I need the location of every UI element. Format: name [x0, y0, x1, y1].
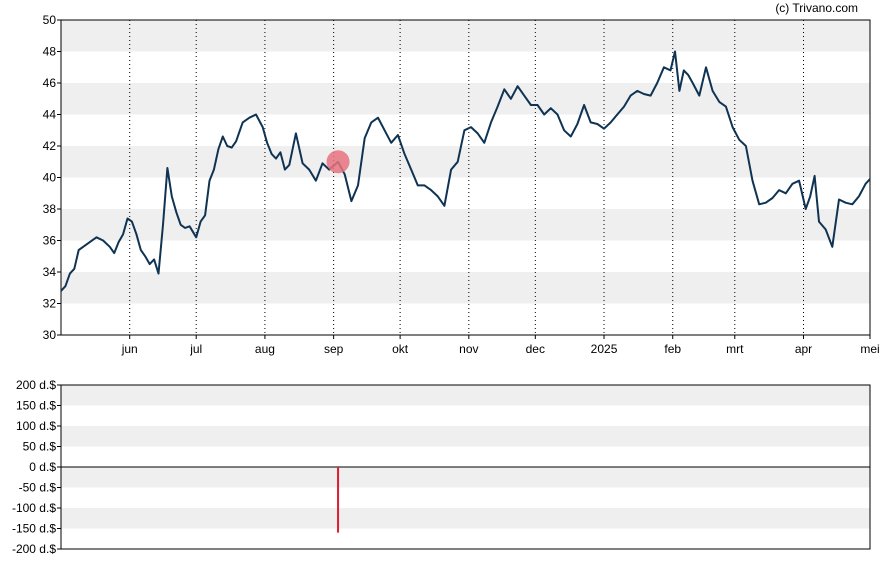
volume-y-tick-label: -200 d.$ — [12, 542, 56, 556]
price-y-tick-label: 42 — [43, 139, 57, 153]
price-x-tick-label: mei — [860, 342, 879, 356]
volume-band — [61, 528, 870, 549]
price-panel-month-gridlines — [129, 20, 805, 335]
price-panel-bands — [61, 20, 870, 335]
price-band — [61, 272, 870, 304]
price-x-tick-label: okt — [392, 342, 409, 356]
volume-panel-y-axis: -200 d.$ -150 d.$ -100 d.$ -50 d.$ 0 d.$ 50 d… — [12, 378, 61, 556]
volume-y-tick-label: -50 d.$ — [19, 481, 57, 495]
price-x-tick-label: dec — [526, 342, 545, 356]
price-y-tick-label: 50 — [43, 13, 57, 27]
price-x-tick-label: apr — [795, 342, 812, 356]
volume-y-tick-label: -100 d.$ — [12, 501, 56, 515]
volume-band — [61, 508, 870, 529]
price-y-tick-label: 48 — [43, 45, 57, 59]
price-y-tick-label: 44 — [43, 108, 57, 122]
price-panel-y-axis: 30 32 34 36 38 40 42 44 46 48 50 — [43, 13, 61, 342]
volume-band — [61, 405, 870, 426]
price-band — [61, 20, 870, 52]
volume-band — [61, 467, 870, 488]
volume-band — [61, 446, 870, 467]
price-x-tick-label: aug — [255, 342, 275, 356]
price-marker — [326, 150, 350, 174]
price-y-tick-label: 30 — [43, 328, 57, 342]
price-x-tick-label: feb — [664, 342, 681, 356]
volume-y-tick-label: 200 d.$ — [16, 378, 56, 392]
price-band — [61, 303, 870, 335]
volume-y-tick-label: 0 d.$ — [29, 460, 56, 474]
volume-y-tick-label: 100 d.$ — [16, 419, 56, 433]
copyright-text: (c) Trivano.com — [775, 1, 858, 15]
price-x-tick-label: nov — [459, 342, 478, 356]
price-panel-x-axis: jun jul aug sep okt nov dec 2025 feb mrt apr mei — [121, 335, 880, 356]
price-x-tick-label: sep — [324, 342, 344, 356]
price-band — [61, 177, 870, 209]
price-y-tick-label: 40 — [43, 171, 57, 185]
price-band — [61, 83, 870, 115]
price-band — [61, 240, 870, 272]
price-y-tick-label: 34 — [43, 265, 57, 279]
price-y-tick-label: 38 — [43, 202, 57, 216]
price-y-tick-label: 32 — [43, 297, 57, 311]
price-y-tick-label: 46 — [43, 76, 57, 90]
price-x-tick-label: jun — [121, 342, 138, 356]
volume-band — [61, 385, 870, 406]
price-line — [60, 50, 871, 292]
volume-band — [61, 426, 870, 447]
price-band — [61, 51, 870, 83]
price-y-tick-label: 36 — [43, 234, 57, 248]
volume-y-tick-label: 50 d.$ — [23, 440, 57, 454]
price-x-tick-label: jul — [189, 342, 202, 356]
volume-panel-bands — [61, 385, 870, 549]
price-x-tick-label: 2025 — [591, 342, 618, 356]
price-x-tick-label: mrt — [726, 342, 744, 356]
volume-y-tick-label: -150 d.$ — [12, 522, 56, 536]
volume-band — [61, 487, 870, 508]
volume-y-tick-label: 150 d.$ — [16, 399, 56, 413]
